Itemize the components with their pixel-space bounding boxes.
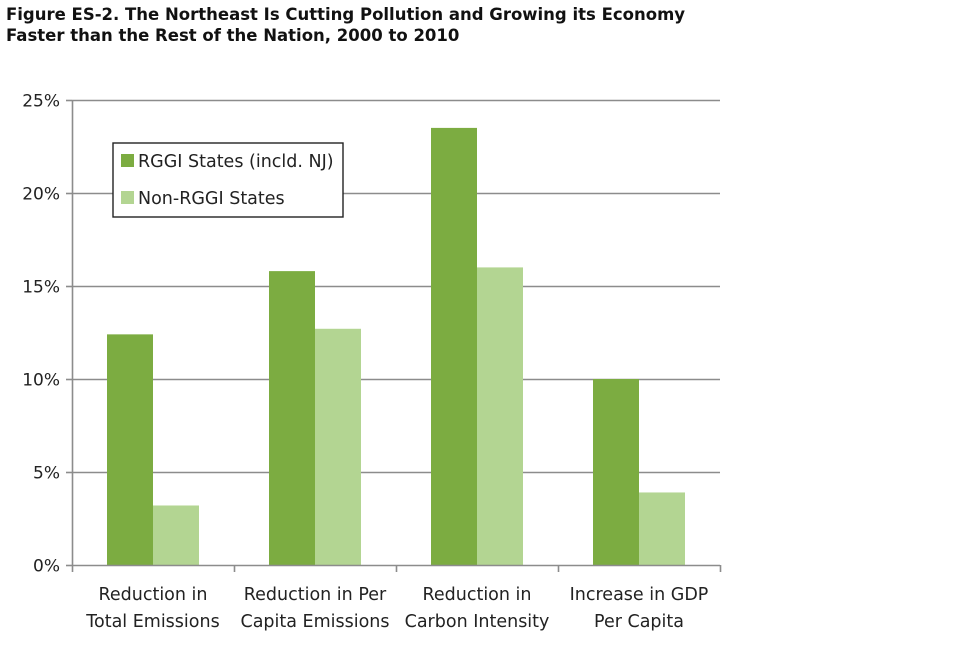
bar-non-rggi-0 (153, 505, 199, 565)
x-category-label: Reduction in (99, 585, 208, 605)
x-category-label: Reduction in Per (244, 585, 387, 605)
x-category-label: Increase in GDP (570, 585, 709, 605)
legend-swatch (121, 191, 134, 204)
bar-rggi-1 (269, 271, 315, 565)
legend: RGGI States (incld. NJ) Non-RGGI States (112, 142, 344, 218)
bars (107, 127, 685, 566)
x-axis: Reduction in Total Emissions Reduction in … (71, 564, 722, 632)
legend-swatch (121, 154, 134, 167)
x-category-label: Reduction in (423, 585, 532, 605)
bar-non-rggi-2 (477, 267, 523, 565)
y-tick-label: 20% (22, 185, 60, 205)
legend-box (112, 142, 344, 218)
y-tick-label: 5% (33, 464, 60, 484)
chart-title: Figure ES-2. The Northeast Is Cutting Po… (6, 5, 686, 45)
legend-label: Non-RGGI States (138, 189, 285, 209)
x-category-label: Per Capita (594, 612, 684, 632)
bar-rggi-2 (431, 127, 477, 566)
bar-non-rggi-3 (639, 492, 685, 565)
bar-non-rggi-1 (315, 328, 361, 565)
bar-rggi-0 (107, 334, 153, 565)
y-tick-label: 0% (33, 557, 60, 577)
y-tick-label: 15% (22, 278, 60, 298)
y-axis: 0% 5% 10% 15% 20% 25% (22, 92, 74, 577)
y-tick-label: 10% (22, 371, 60, 391)
x-category-label: Capita Emissions (240, 612, 389, 632)
x-category-label: Carbon Intensity (405, 612, 550, 632)
x-category-label: Total Emissions (85, 612, 219, 632)
bar-rggi-3 (593, 379, 639, 565)
y-tick-label: 25% (22, 92, 60, 112)
legend-label: RGGI States (incld. NJ) (138, 152, 334, 172)
